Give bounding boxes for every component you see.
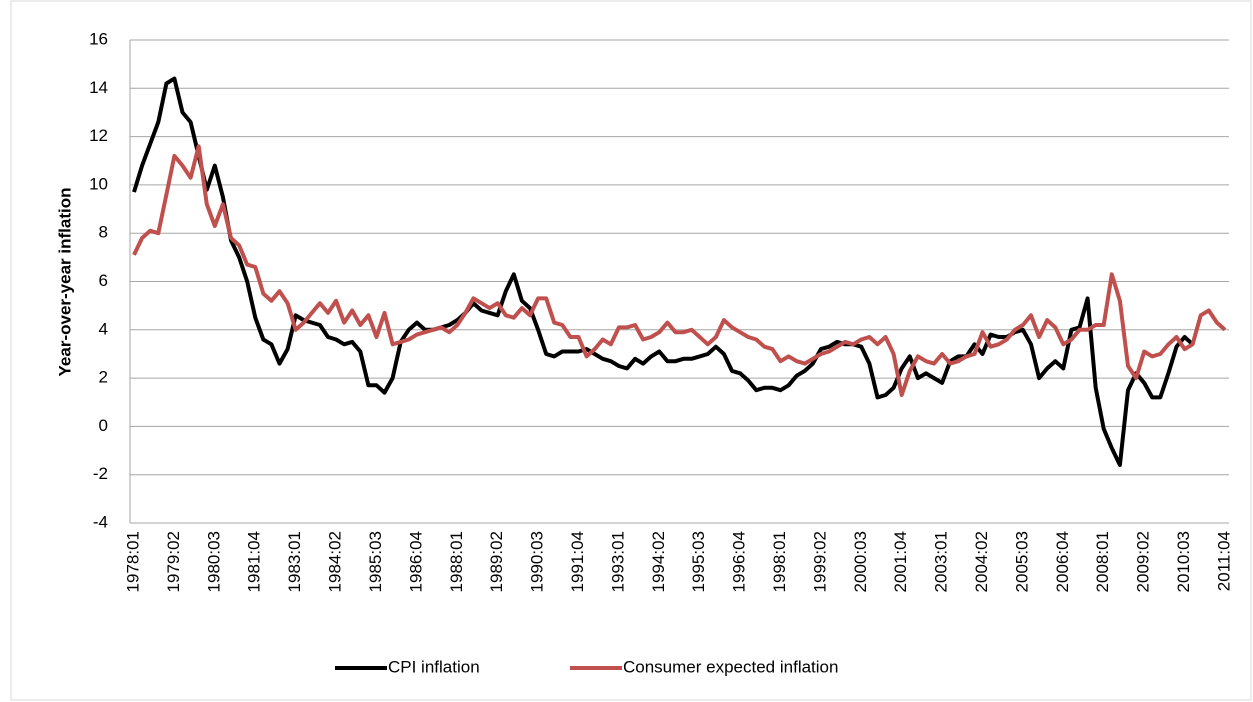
y-tick-label: 0	[99, 416, 108, 435]
x-tick-label: 1988:01	[447, 531, 466, 592]
x-tick-label: 1986:04	[406, 531, 425, 592]
x-tick-label: 1983:01	[285, 531, 304, 592]
y-tick-label: 2	[99, 368, 108, 387]
y-tick-label: -4	[93, 512, 108, 531]
x-tick-label: 1985:03	[366, 531, 385, 592]
x-tick-label: 2004:02	[972, 531, 991, 592]
x-tick-label: 2003:01	[932, 531, 951, 592]
series-line	[132, 144, 1227, 397]
x-tick-label: 2001:04	[891, 531, 910, 592]
x-tick-label: 2011:04	[1214, 531, 1233, 591]
y-tick-label: 12	[89, 126, 108, 145]
y-tick-label: 16	[89, 29, 108, 48]
x-tick-label: 1989:02	[487, 531, 506, 592]
x-tick-label: 2005:03	[1012, 531, 1031, 592]
x-tick-label: 2008:01	[1093, 531, 1112, 592]
x-tick-label: 1980:03	[204, 531, 223, 592]
x-tick-label: 2009:02	[1134, 531, 1153, 592]
x-tick-label: 2000:03	[851, 531, 870, 592]
x-tick-label: 2006:04	[1053, 531, 1072, 592]
x-tick-label: 1981:04	[245, 531, 264, 592]
x-tick-label: 1993:01	[608, 531, 627, 592]
y-axis-title: Year-over-year inflation	[55, 188, 74, 377]
series-line	[132, 76, 1194, 467]
legend-label: Consumer expected inflation	[623, 657, 838, 676]
x-tick-label: 1991:04	[568, 531, 587, 592]
x-tick-label: 1998:01	[770, 531, 789, 592]
legend-label: CPI inflation	[388, 657, 480, 676]
x-tick-label: 1984:02	[326, 531, 345, 592]
x-tick-label: 1978:01	[124, 531, 143, 592]
x-tick-label: 1999:02	[810, 531, 829, 592]
y-tick-label: -2	[93, 464, 108, 483]
x-tick-label: 1996:04	[730, 531, 749, 592]
y-tick-label: 10	[89, 174, 108, 193]
x-tick-label: 1979:02	[164, 531, 183, 592]
x-tick-label: 1995:03	[689, 531, 708, 592]
x-tick-label: 1994:02	[649, 531, 668, 592]
x-tick-label: 1990:03	[528, 531, 547, 592]
y-tick-label: 4	[99, 319, 108, 338]
y-tick-label: 6	[99, 271, 108, 290]
chart-border	[10, 0, 1252, 701]
x-tick-label: 2010:03	[1174, 531, 1193, 592]
y-tick-label: 8	[99, 223, 108, 242]
y-tick-label: 14	[89, 78, 108, 97]
